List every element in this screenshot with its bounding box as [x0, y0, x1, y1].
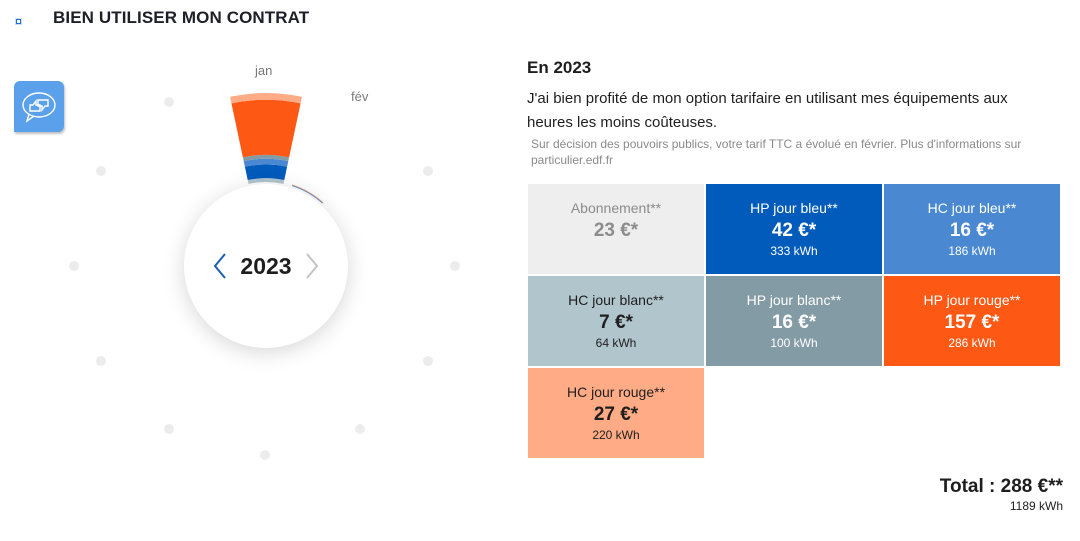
month-dot[interactable]	[355, 424, 365, 434]
wedge-segment-jan[interactable]	[230, 93, 302, 104]
month-dot[interactable]	[164, 424, 174, 434]
tile-hc-jour-bleu[interactable]: HC jour bleu** 16 €* 186 kWh	[884, 184, 1060, 274]
tile-amount: 16 €*	[771, 312, 817, 333]
tile-label: HC jour rouge**	[566, 384, 666, 400]
tile-kwh: 100 kWh	[770, 336, 818, 350]
tile-label: HP jour blanc**	[746, 292, 842, 308]
total-kwh: 1189 kWh	[1009, 499, 1063, 513]
chevron-left-icon	[214, 253, 227, 279]
wedge-segment-jan[interactable]	[247, 178, 285, 184]
thumbs-up-down-speech-icon	[22, 91, 56, 123]
tile-amount: 42 €*	[771, 220, 817, 241]
tile-kwh: 186 kWh	[948, 244, 996, 258]
tile-hp-jour-bleu[interactable]: HP jour bleu** 42 €* 333 kWh	[706, 184, 882, 274]
tile-amount: 16 €*	[949, 220, 995, 241]
wedge-segment-jan[interactable]	[242, 154, 290, 162]
tile-label: HP jour bleu**	[750, 200, 838, 216]
month-dot[interactable]	[423, 356, 433, 366]
tile-label: Abonnement**	[570, 200, 662, 216]
tile-amount: 7 €*	[599, 312, 633, 333]
month-dot[interactable]	[260, 450, 270, 460]
month-label-jan[interactable]: jan	[255, 63, 273, 78]
tile-label: HC jour bleu**	[927, 200, 1017, 216]
year-selector: 2023	[184, 184, 348, 348]
summary-panel: En 2023 J'ai bien profité de mon option …	[527, 58, 1067, 168]
month-dot[interactable]	[96, 166, 106, 176]
total-summary: Total : 288 €** 1189 kWh	[940, 476, 1063, 513]
consumption-radial-chart	[230, 93, 324, 204]
corner-marker	[16, 19, 21, 24]
month-dot[interactable]	[69, 261, 79, 271]
selected-year: 2023	[240, 252, 292, 279]
tile-amount: 27 €*	[593, 404, 639, 425]
tile-kwh: 286 kWh	[948, 336, 996, 350]
month-dot[interactable]	[450, 261, 460, 271]
month-dot[interactable]	[164, 97, 174, 107]
tile-amount: 23 €*	[593, 220, 639, 241]
tile-kwh: 220 kWh	[592, 428, 640, 442]
total-amount: Total : 288 €**	[939, 476, 1063, 497]
tile-label: HP jour rouge**	[923, 292, 1021, 308]
consumption-dial: jan fév 2023	[69, 63, 460, 460]
wedge-segment-jan[interactable]	[244, 164, 288, 181]
previous-year-button[interactable]	[212, 252, 228, 280]
tile-hc-jour-blanc[interactable]: HC jour blanc** 7 €* 64 kWh	[528, 276, 704, 366]
tariff-breakdown-grid: Abonnement** 23 €* HP jour bleu** 42 €* …	[528, 184, 1062, 458]
tile-amount: 157 €*	[944, 312, 1000, 333]
tile-kwh: 333 kWh	[770, 244, 818, 258]
page-title: BIEN UTILISER MON CONTRAT	[53, 8, 310, 27]
tile-kwh: 64 kWh	[595, 336, 637, 350]
month-label-feb[interactable]: fév	[351, 89, 369, 104]
chevron-right-icon	[305, 253, 318, 279]
month-dot[interactable]	[96, 356, 106, 366]
next-year-button[interactable]	[304, 252, 320, 280]
summary-text: J'ai bien profité de mon option tarifair…	[527, 90, 1008, 131]
tile-label: HC jour blanc**	[568, 292, 664, 308]
wedge-segment-jan[interactable]	[231, 99, 301, 158]
tariff-note: Sur décision des pouvoirs publics, votre…	[531, 137, 1022, 167]
tile-abonnement[interactable]: Abonnement** 23 €*	[528, 184, 704, 274]
month-dot[interactable]	[423, 166, 433, 176]
tile-hp-jour-blanc[interactable]: HP jour blanc** 16 €* 100 kWh	[706, 276, 882, 366]
tile-hp-jour-rouge[interactable]: HP jour rouge** 157 €* 286 kWh	[884, 276, 1060, 366]
feedback-button[interactable]	[14, 81, 64, 132]
tile-hc-jour-rouge[interactable]: HC jour rouge** 27 €* 220 kWh	[528, 368, 704, 458]
summary-title: En 2023	[527, 58, 592, 77]
wedge-segment-jan[interactable]	[243, 158, 289, 167]
